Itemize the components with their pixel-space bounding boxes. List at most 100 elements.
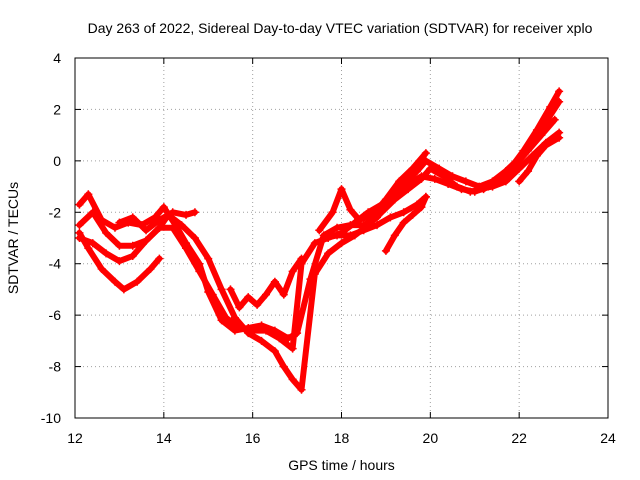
data-point [346, 205, 355, 214]
data-point [421, 192, 430, 201]
series-line [76, 229, 163, 293]
data-point [248, 326, 257, 335]
data-point [324, 249, 333, 258]
data-point [217, 316, 226, 325]
data-point [488, 182, 497, 191]
data-point [115, 257, 124, 266]
data-point [510, 162, 519, 170]
data-point [310, 239, 319, 248]
series-track-6 [226, 254, 306, 312]
data-point [235, 303, 244, 312]
x-axis-label: GPS time / hours [288, 457, 395, 473]
data-point [404, 180, 413, 188]
data-point [315, 226, 324, 235]
data-point [226, 285, 235, 294]
data-point [297, 385, 306, 394]
data-point [350, 218, 359, 227]
y-tick-label: -4 [49, 256, 62, 272]
data-point [142, 236, 151, 245]
data-point [244, 293, 253, 302]
data-point [524, 167, 533, 176]
series-track-5 [115, 208, 199, 235]
data-point [222, 313, 231, 322]
x-tick-label: 12 [67, 430, 83, 446]
data-point [444, 180, 453, 188]
data-point [182, 210, 191, 219]
data-point [532, 126, 541, 134]
data-point [128, 213, 137, 222]
data-point [275, 334, 284, 343]
data-point [515, 164, 524, 173]
data-point [346, 231, 355, 240]
data-point [155, 254, 164, 263]
data-point [550, 115, 559, 124]
data-point [110, 277, 119, 286]
x-tick-label: 24 [600, 430, 616, 446]
data-point [75, 228, 84, 237]
data-point [102, 249, 111, 258]
series-line [76, 116, 558, 352]
data-point [546, 102, 555, 111]
grid-layer [75, 58, 608, 418]
series-line [227, 255, 305, 311]
series-layer [75, 87, 564, 394]
series-track-1 [75, 97, 564, 343]
data-point [515, 177, 524, 186]
data-point [84, 190, 93, 199]
data-point [413, 167, 422, 176]
data-point [524, 146, 533, 155]
data-point [142, 226, 151, 235]
y-tick-label: -2 [49, 204, 62, 220]
data-point [555, 87, 564, 96]
y-tick-label: 4 [53, 50, 61, 66]
x-tick-label: 20 [423, 430, 439, 446]
data-point [128, 241, 137, 250]
data-point [270, 347, 279, 356]
data-point [288, 344, 297, 353]
y-tick-label: 2 [53, 101, 61, 117]
data-point [288, 267, 297, 276]
data-point [390, 231, 399, 240]
data-point [541, 141, 550, 150]
data-point [426, 164, 435, 173]
y-tick-label: -6 [49, 307, 62, 323]
data-point [532, 151, 541, 160]
data-point [421, 156, 430, 165]
data-point [381, 195, 390, 204]
data-point [182, 244, 191, 253]
data-point [333, 223, 342, 232]
data-point [97, 264, 106, 273]
data-point [261, 326, 270, 335]
data-point [270, 277, 279, 286]
y-tick-label: 0 [53, 153, 61, 169]
data-point [368, 210, 377, 219]
data-point [159, 203, 168, 212]
data-point [355, 216, 364, 224]
series-track-11 [515, 133, 564, 186]
data-point [555, 133, 564, 142]
data-point [133, 277, 142, 286]
data-point [430, 174, 439, 183]
data-point [279, 290, 288, 299]
data-point [475, 185, 484, 194]
data-point [381, 246, 390, 255]
data-point [328, 208, 337, 217]
data-point [408, 210, 417, 219]
data-point [84, 244, 93, 253]
data-point [399, 208, 408, 217]
series-track-9 [319, 192, 430, 242]
data-point [88, 239, 97, 248]
data-point [373, 221, 382, 230]
data-point [448, 172, 457, 181]
data-point [88, 208, 97, 217]
x-tick-label: 22 [511, 430, 527, 446]
data-point [168, 223, 177, 232]
data-point [155, 216, 164, 224]
data-point [439, 172, 448, 181]
data-point [119, 285, 128, 294]
data-point [408, 164, 417, 173]
data-point [190, 234, 199, 242]
data-point [333, 231, 342, 240]
